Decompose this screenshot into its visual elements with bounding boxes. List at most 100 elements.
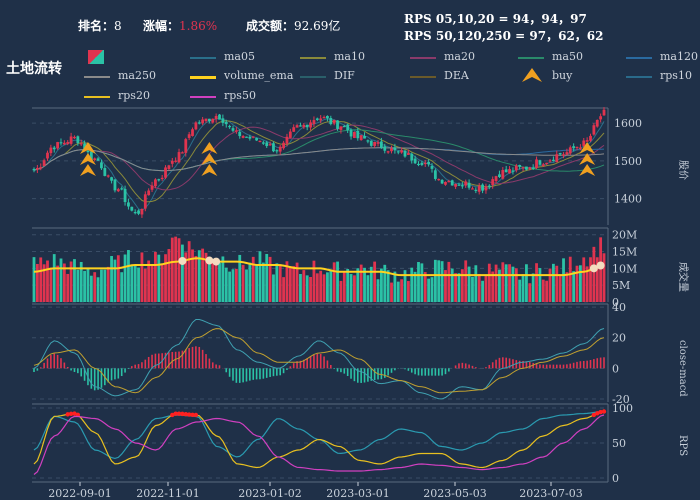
candle-body (292, 127, 296, 132)
ma-line-ma05 (33, 118, 605, 211)
candle-body (423, 162, 427, 165)
volume-bar (444, 270, 447, 302)
volume-bar (437, 260, 441, 302)
x-tick-label: 2023-01-02 (238, 487, 301, 500)
legend-label: ma120 (660, 50, 698, 63)
legend-label: rps50 (224, 89, 256, 102)
legend-swatch (300, 76, 326, 78)
volume-bar (76, 269, 80, 302)
rps-high-marker (65, 412, 70, 417)
candle-body (130, 206, 134, 211)
candle-body (413, 158, 417, 164)
volume-bar (282, 277, 285, 302)
volume-tick-label: 5M (612, 279, 630, 292)
candle-body (86, 150, 90, 153)
rps-axis-title: RPS (677, 435, 688, 456)
candle-body (218, 114, 221, 120)
price-tick-label: 1500 (614, 155, 642, 168)
candle-body (454, 183, 457, 187)
volume-bar (154, 251, 157, 302)
rps-tick-label: 100 (612, 402, 633, 415)
volume-bar (123, 254, 127, 302)
candle-body (275, 150, 279, 152)
legend-candle[interactable] (88, 50, 114, 66)
volume-bar (595, 257, 599, 302)
rps-line-2: RPS 50,120,250 = 97，62，62 (404, 29, 604, 43)
volume-bar (491, 271, 495, 302)
rps-tick-label: 50 (612, 437, 626, 450)
x-tick-label: 2022-11-01 (136, 487, 199, 500)
candle-body (73, 136, 76, 139)
candle-body (444, 181, 447, 185)
volume-bar (545, 280, 549, 302)
candle-body (93, 158, 97, 161)
candle-body (511, 170, 515, 172)
volume-bar (83, 270, 86, 302)
volume-tick-label: 15M (612, 246, 637, 259)
legend-label: buy (552, 69, 573, 82)
macd-panel-frame (32, 303, 609, 402)
candle-body (555, 154, 559, 163)
legend-swatch (626, 76, 652, 78)
volume-bar (477, 273, 481, 302)
candle-body (140, 209, 144, 215)
candle-body (390, 148, 393, 152)
rps-high-marker (72, 411, 77, 416)
macd-tick-label: 0 (612, 362, 619, 375)
candle-body (79, 143, 83, 145)
volume-bar (427, 278, 431, 302)
candle-body (565, 152, 569, 155)
candle-body (396, 151, 400, 153)
candle-body (535, 159, 538, 168)
volume-bar (514, 268, 518, 302)
candle-body (319, 118, 323, 121)
volume-bar (548, 268, 552, 302)
legend-label: ma10 (334, 50, 365, 63)
volume-bar (528, 283, 532, 302)
volume-bar (386, 270, 390, 302)
volume-bar (592, 246, 596, 302)
legend-swatch (626, 57, 652, 59)
volume-bar (66, 273, 70, 302)
candle-body (379, 141, 383, 148)
volume-bar (403, 270, 407, 302)
volume-bar (572, 271, 576, 302)
macd-axis-title: close-macd (677, 340, 688, 397)
volume-bar (359, 264, 363, 302)
volume-ema-path (33, 257, 605, 277)
candle-body (258, 140, 262, 143)
legend-swatch (300, 57, 326, 59)
candle-body (231, 128, 235, 131)
volume-bar (423, 272, 427, 302)
candle-body (578, 147, 582, 149)
candle-body (326, 115, 329, 119)
volume-bar (194, 256, 198, 302)
volume-bar (585, 266, 589, 302)
candle-body (541, 164, 545, 166)
candle-body (96, 158, 100, 161)
candle-body (471, 188, 474, 190)
candle-body (585, 140, 589, 142)
candle-body (433, 170, 437, 179)
volume-bar (504, 264, 508, 302)
volume-bar (174, 236, 178, 302)
volume-bar (400, 279, 404, 302)
candle-body (207, 118, 211, 122)
candle-body (477, 186, 481, 192)
volume-bar (541, 279, 545, 302)
candle-body (562, 154, 565, 156)
rps-line-rps20 (33, 410, 605, 469)
candle-body (116, 189, 120, 192)
volume-bar (326, 272, 329, 302)
legend-swatch (84, 76, 110, 78)
volume-bar (120, 272, 124, 302)
candle-body (460, 185, 464, 187)
volume-bar (383, 264, 387, 302)
legend-swatch (190, 96, 216, 98)
candle-body (474, 189, 478, 191)
candle-body (150, 185, 154, 190)
candle-body (120, 188, 124, 190)
volume-panel-frame (32, 227, 609, 302)
candle-body (123, 188, 127, 202)
